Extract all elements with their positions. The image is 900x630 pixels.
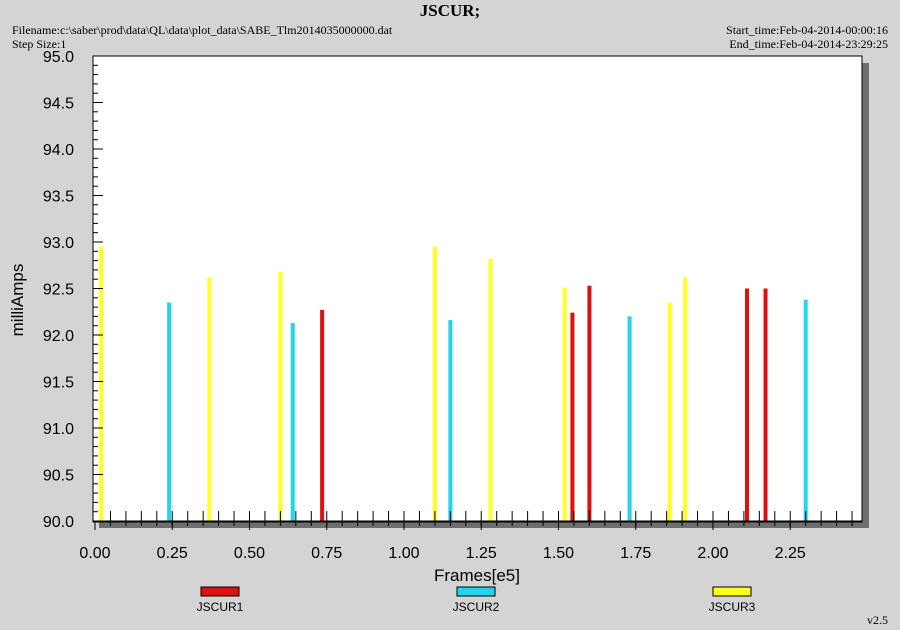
bar-jscur2 — [803, 299, 808, 521]
filename-text: Filename:c:\saber\prod\data\QL\data\plot… — [12, 23, 393, 37]
y-tick-label: 94.0 — [43, 142, 74, 159]
y-tick-label: 91.0 — [43, 421, 74, 438]
y-axis-label: milliAmps — [8, 264, 27, 337]
legend-label-jscur1: JSCUR1 — [197, 600, 244, 614]
legend-swatch-jscur3 — [712, 586, 752, 597]
x-tick-label: 1.75 — [620, 545, 651, 562]
file-info: Filename:c:\saber\prod\data\QL\data\plot… — [12, 23, 392, 51]
legend-swatch-jscur1 — [200, 586, 240, 597]
bar-jscur3 — [683, 277, 688, 521]
bar-jscur2 — [627, 316, 632, 521]
x-tick-label: 1.00 — [388, 545, 419, 562]
bar-jscur2 — [290, 322, 295, 521]
step-size-text: Step Size:1 — [12, 37, 67, 51]
x-tick-label: 2.25 — [775, 545, 806, 562]
x-tick-label: 0.00 — [79, 545, 110, 562]
legend: JSCUR1 JSCUR2 JSCUR3 — [197, 586, 756, 614]
bar-jscur3 — [432, 246, 437, 521]
bar-jscur3 — [667, 302, 672, 521]
bar-jscur3 — [207, 277, 212, 521]
start-time-text: Start_time:Feb-04-2014-00:00:16 — [726, 23, 888, 37]
y-tick-label: 93.5 — [43, 189, 74, 206]
plot-area — [92, 55, 863, 523]
bar-jscur3 — [278, 271, 283, 521]
y-tick-label: 92.5 — [43, 282, 74, 299]
y-tick-label: 91.5 — [43, 375, 74, 392]
bar-jscur2 — [448, 320, 453, 521]
bar-jscur3 — [99, 246, 104, 521]
x-tick-label: 2.00 — [697, 545, 728, 562]
x-tick-label: 1.50 — [543, 545, 574, 562]
bar-jscur1 — [587, 285, 592, 521]
chart-title: JSCUR; — [419, 1, 481, 20]
bar-jscur2 — [167, 302, 172, 521]
bar-jscur3 — [488, 258, 493, 521]
x-tick-label: 0.25 — [157, 545, 188, 562]
bar-jscur1 — [744, 288, 749, 521]
y-tick-label: 94.5 — [43, 96, 74, 113]
y-tick-label: 90.0 — [43, 514, 74, 531]
bar-jscur3 — [562, 287, 567, 521]
legend-label-jscur2: JSCUR2 — [453, 600, 500, 614]
legend-swatch-jscur2 — [456, 586, 496, 597]
bar-jscur1 — [570, 312, 575, 521]
y-tick-label: 93.0 — [43, 235, 74, 252]
bars-layer — [99, 246, 808, 521]
x-tick-label: 0.50 — [234, 545, 265, 562]
x-tick-label: 1.25 — [466, 545, 497, 562]
y-tick-label: 92.0 — [43, 328, 74, 345]
x-tick-label: 0.75 — [311, 545, 342, 562]
bar-jscur1 — [763, 288, 768, 521]
end-time-text: End_time:Feb-04-2014-23:29:25 — [729, 37, 888, 51]
x-axis-label: Frames[e5] — [434, 566, 520, 585]
version-label: v2.5 — [867, 613, 888, 627]
y-tick-label: 95.0 — [43, 49, 74, 66]
bar-jscur1 — [320, 309, 325, 521]
x-axis: 0.00 0.25 0.50 0.75 1.00 1.25 1.50 1.75 2.00 2.25 — [79, 511, 862, 562]
time-range-info: Start_time:Feb-04-2014-00:00:16 End_time… — [726, 23, 888, 51]
legend-label-jscur3: JSCUR3 — [709, 600, 756, 614]
y-tick-label: 90.5 — [43, 468, 74, 485]
